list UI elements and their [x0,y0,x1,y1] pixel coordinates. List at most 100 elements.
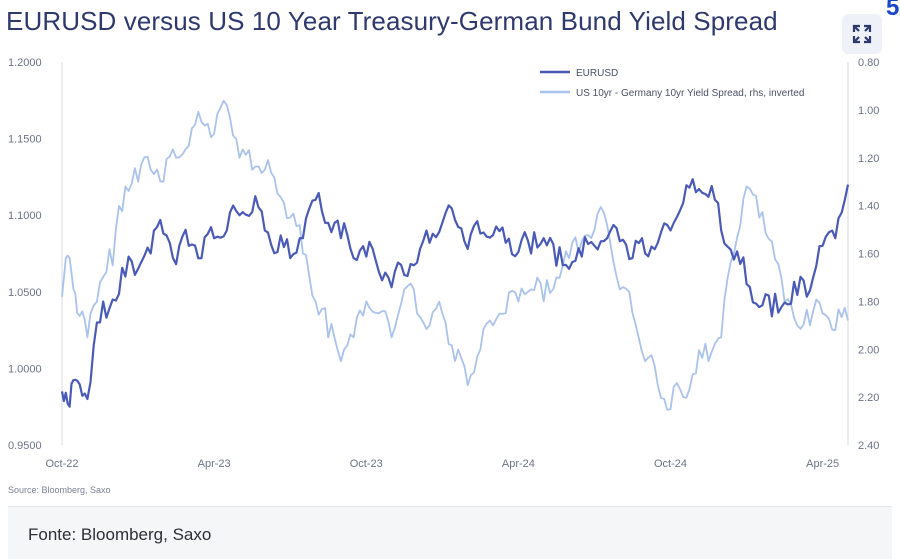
spread-point [125,186,127,188]
spread-point [289,217,291,219]
eurusd-point [708,196,710,198]
eurusd-point [340,237,342,239]
y-right-tick-label: 0.80 [858,57,879,69]
spread-point [847,320,849,322]
eurusd-point [670,230,672,232]
eurusd-point [353,257,355,259]
chart-source: Source: Bloomberg, Saxo [8,485,111,495]
eurusd-point [175,263,177,265]
legend-label-eurusd: EURUSD [576,68,618,79]
eurusd-point [530,253,532,255]
spread-point [61,296,63,298]
spread-point [594,229,596,231]
eurusd-point [518,251,520,253]
spread-point [784,301,786,303]
eurusd-point [391,286,393,288]
eurusd-point [467,248,469,250]
spread-point [315,301,317,303]
eurusd-point [632,257,634,259]
eurusd-point [125,276,127,278]
eurusd-point [556,265,558,267]
spread-point [695,372,697,374]
eurusd-point [378,271,380,273]
eurusd-point [163,233,165,235]
spread-point [175,157,177,159]
y-right-tick-label: 1.40 [858,201,879,213]
eurusd-point [327,222,329,224]
eurusd-point [264,230,266,232]
x-tick-label: Oct-23 [350,458,383,470]
spread-point [619,289,621,291]
spread-point [480,348,482,350]
eurusd-point [682,202,684,204]
x-tick-label: Apr-25 [806,458,839,470]
spread-point [327,336,329,338]
spread-point [99,281,101,283]
y-right-tick-label: 1.20 [858,153,879,165]
y-left-tick-label: 1.2000 [8,57,42,69]
x-tick-label: Oct-22 [45,458,78,470]
eurusd-point [492,234,494,236]
eurusd-point [213,237,215,239]
eurusd-point [835,237,837,239]
eurusd-point [302,237,304,239]
eurusd-point [69,406,71,408]
spread-point [391,336,393,338]
eurusd-point [746,283,748,285]
spread-point [835,329,837,331]
spread-point [568,257,570,259]
spread-point [137,181,139,183]
spread-point [69,257,71,259]
spread-point [239,157,241,159]
eurusd-point [581,256,583,258]
spread-point [505,313,507,315]
y-right-tick-label: 1.00 [858,105,879,117]
eurusd-point [112,299,114,301]
spread-point [657,384,659,386]
y-left-tick-label: 1.1500 [8,134,42,146]
eurusd-point [644,253,646,255]
legend-label-spread: US 10yr - Germany 10yr Yield Spread, rhs… [576,88,804,99]
eurusd-point [99,322,101,324]
eurusd-point [137,268,139,270]
eurusd-point [251,211,253,213]
spread-point [758,217,760,219]
y-left-tick-label: 0.9500 [8,440,42,452]
eurusd-point [606,237,608,239]
eurusd-point [771,316,773,318]
series-line-eurusd [60,178,850,408]
y-right-tick-label: 1.80 [858,296,879,308]
eurusd-point [847,184,849,186]
spread-point [226,104,228,106]
spread-point [822,313,824,315]
eurusd-point [239,214,241,216]
spread-point [277,193,279,195]
eurusd-point [594,245,596,247]
spread-point [213,133,215,135]
spread-point [720,336,722,338]
eurusd-point [403,274,405,276]
spread-point [708,360,710,362]
eurusd-point [61,391,63,393]
spread-point [378,313,380,315]
expand-button[interactable] [842,14,882,54]
y-left-tick-label: 1.0000 [8,363,42,375]
spread-point [467,384,469,386]
spread-point [682,396,684,398]
spread-point [340,360,342,362]
spread-point [518,301,520,303]
spread-point [543,301,545,303]
eurusd-point [657,242,659,244]
spread-point [353,336,355,338]
eurusd-point [226,230,228,232]
eurusd-point [188,245,190,247]
spread-point [87,336,89,338]
eurusd-point [442,222,444,224]
spread-point [796,325,798,327]
spread-point [403,289,405,291]
eurusd-point [150,253,152,255]
eurusd-point [695,191,697,193]
spread-point [530,289,532,291]
eurusd-point [416,262,418,264]
